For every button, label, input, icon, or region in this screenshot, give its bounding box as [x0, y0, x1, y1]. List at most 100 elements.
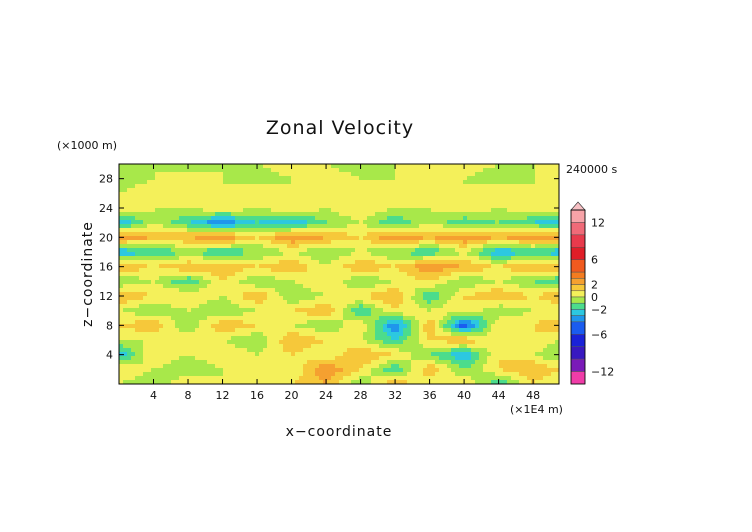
field-cell: [311, 268, 316, 273]
field-cell: [411, 200, 416, 205]
field-cell: [507, 192, 512, 197]
field-cell: [327, 288, 332, 293]
field-cell: [275, 228, 280, 233]
field-cell: [323, 256, 328, 261]
field-cell: [343, 300, 348, 305]
field-cell: [471, 312, 476, 317]
field-cell: [135, 332, 140, 337]
field-cell: [411, 216, 416, 221]
field-cell: [255, 176, 260, 181]
field-cell: [211, 296, 216, 301]
field-cell: [295, 292, 300, 297]
field-cell: [295, 236, 300, 241]
field-cell: [171, 336, 176, 341]
field-cell: [419, 296, 424, 301]
field-cell: [247, 192, 252, 197]
field-cell: [511, 336, 516, 341]
field-cell: [219, 224, 224, 229]
field-cell: [147, 320, 152, 325]
field-cell: [191, 296, 196, 301]
field-cell: [283, 176, 288, 181]
field-cell: [179, 280, 184, 285]
field-cell: [555, 304, 559, 309]
field-cell: [351, 260, 356, 265]
field-cell: [183, 264, 188, 269]
field-cell: [319, 304, 324, 309]
field-cell: [127, 240, 132, 245]
field-cell: [511, 320, 516, 325]
field-cell: [247, 248, 252, 253]
field-cell: [295, 212, 300, 217]
field-cell: [235, 336, 240, 341]
field-cell: [555, 180, 559, 185]
field-cell: [131, 196, 136, 201]
field-cell: [255, 284, 260, 289]
field-cell: [171, 248, 176, 253]
field-cell: [363, 284, 368, 289]
field-cell: [491, 280, 496, 285]
field-cell: [479, 324, 484, 329]
field-cell: [219, 308, 224, 313]
field-cell: [367, 288, 372, 293]
field-cell: [223, 280, 228, 285]
field-cell: [399, 184, 404, 189]
field-cell: [223, 260, 228, 265]
field-cell: [291, 320, 296, 325]
field-cell: [123, 248, 128, 253]
field-cell: [411, 288, 416, 293]
field-cell: [227, 300, 232, 305]
field-cell: [375, 240, 380, 245]
field-cell: [211, 240, 216, 245]
field-cell: [263, 300, 268, 305]
field-cell: [387, 204, 392, 209]
field-cell: [459, 204, 464, 209]
field-cell: [339, 208, 344, 213]
field-cell: [459, 180, 464, 185]
field-cell: [379, 252, 384, 257]
field-cell: [535, 240, 540, 245]
field-cell: [463, 204, 468, 209]
field-cell: [199, 340, 204, 345]
field-cell: [275, 300, 280, 305]
field-cell: [379, 220, 384, 225]
field-cell: [147, 164, 152, 169]
field-cell: [527, 256, 532, 261]
field-cell: [395, 224, 400, 229]
field-cell: [519, 200, 524, 205]
field-cell: [331, 196, 336, 201]
field-cell: [351, 308, 356, 313]
field-cell: [423, 188, 428, 193]
field-cell: [319, 212, 324, 217]
field-cell: [375, 304, 380, 309]
field-cell: [363, 324, 368, 329]
field-cell: [119, 268, 124, 273]
field-cell: [211, 216, 216, 221]
field-cell: [227, 264, 232, 269]
field-cell: [179, 196, 184, 201]
field-cell: [279, 236, 284, 241]
field-cell: [459, 260, 464, 265]
field-cell: [363, 320, 368, 325]
field-cell: [499, 176, 504, 181]
field-cell: [239, 344, 244, 349]
field-cell: [479, 288, 484, 293]
field-cell: [447, 268, 452, 273]
field-cell: [483, 240, 488, 245]
field-cell: [159, 288, 164, 293]
field-cell: [407, 228, 412, 233]
field-cell: [235, 200, 240, 205]
field-cell: [551, 268, 556, 273]
field-cell: [487, 336, 492, 341]
field-cell: [199, 168, 204, 173]
field-cell: [123, 332, 128, 337]
field-cell: [379, 180, 384, 185]
field-cell: [447, 264, 452, 269]
field-cell: [543, 228, 548, 233]
field-cell: [519, 168, 524, 173]
field-cell: [207, 180, 212, 185]
field-cell: [483, 212, 488, 217]
field-cell: [127, 280, 132, 285]
field-cell: [379, 208, 384, 213]
field-cell: [311, 212, 316, 217]
field-cell: [511, 276, 516, 281]
